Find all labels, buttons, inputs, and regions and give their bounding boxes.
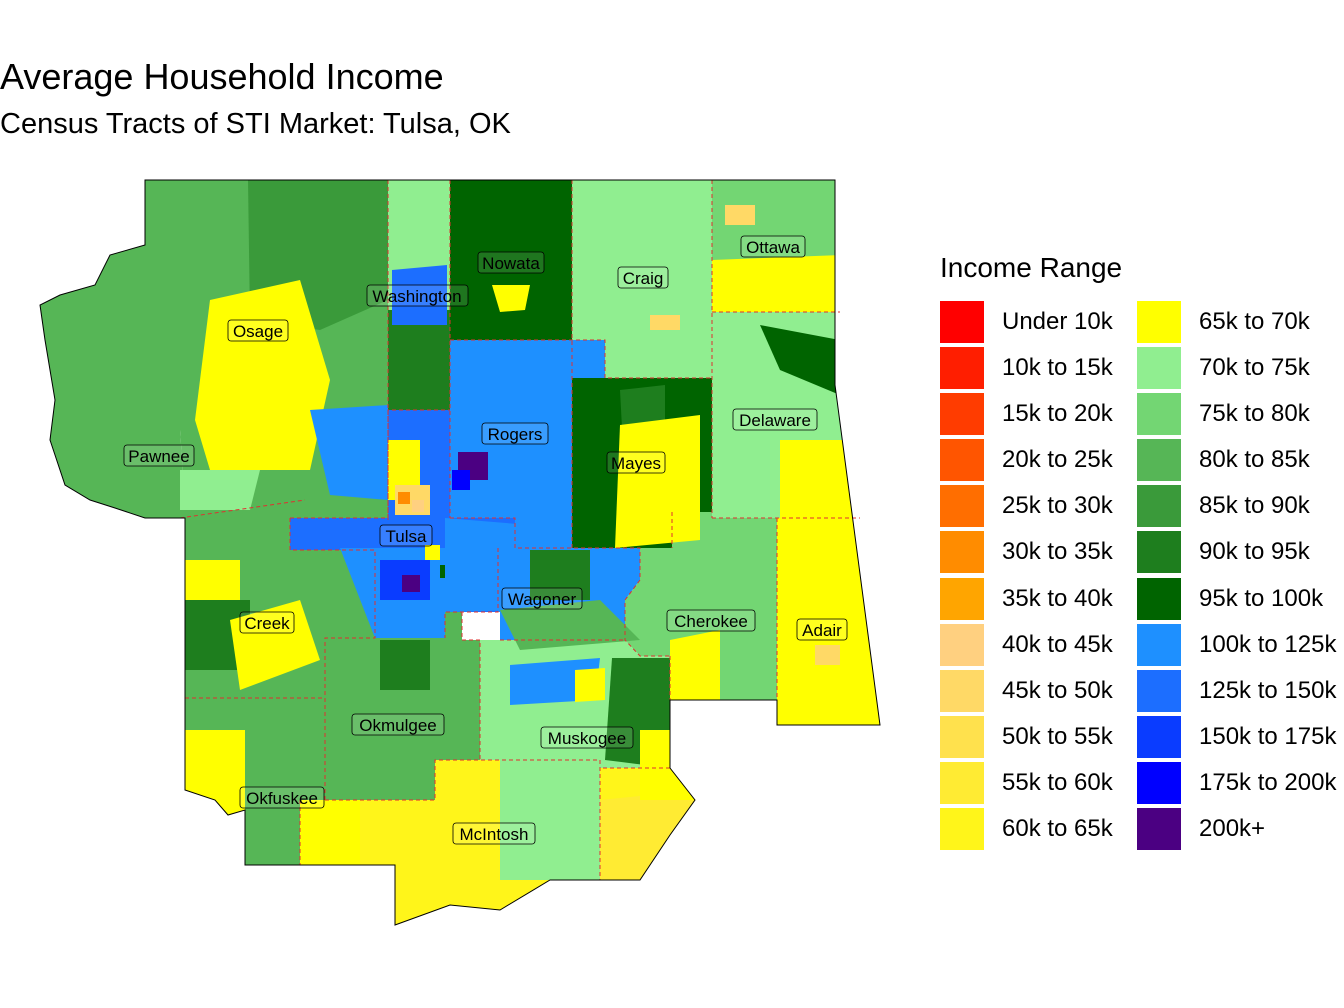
svg-text:Muskogee: Muskogee (548, 729, 626, 748)
svg-text:Pawnee: Pawnee (128, 447, 189, 466)
legend-swatch (1137, 761, 1181, 804)
legend-label: 40k to 45k (1002, 630, 1113, 658)
legend-label: 150k to 175k (1199, 722, 1337, 750)
legend-swatch (940, 485, 984, 528)
svg-text:Wagoner: Wagoner (508, 590, 577, 609)
county-okmulgee[interactable] (325, 612, 480, 800)
legend-swatch (940, 808, 984, 851)
legend-swatch (940, 347, 984, 390)
legend-label: 60k to 65k (1002, 815, 1113, 843)
svg-text:Mayes: Mayes (611, 454, 661, 473)
legend-label: 90k to 95k (1199, 538, 1310, 566)
legend-swatch (1137, 347, 1181, 390)
legend-label: 100k to 125k (1199, 630, 1337, 658)
legend-swatch (940, 577, 984, 620)
legend-swatch (940, 623, 984, 666)
svg-text:Tulsa: Tulsa (386, 527, 427, 546)
svg-text:Delaware: Delaware (739, 411, 811, 430)
legend-label: 10k to 15k (1002, 354, 1113, 382)
legend-label: 35k to 40k (1002, 584, 1113, 612)
county-label-ottawa: Ottawa (740, 235, 806, 258)
tract-details (180, 180, 860, 880)
legend-swatch (1137, 485, 1181, 528)
legend-label: 55k to 60k (1002, 768, 1113, 796)
svg-text:Osage: Osage (233, 322, 283, 341)
legend-swatch (940, 531, 984, 574)
market-outline (39, 179, 881, 926)
county-label-mayes: Mayes (606, 451, 666, 474)
county-adair[interactable] (777, 518, 885, 730)
legend-label: 125k to 150k (1199, 676, 1337, 704)
svg-text:Craig: Craig (623, 269, 664, 288)
legend-label: 25k to 30k (1002, 492, 1113, 520)
county-label-creek: Creek (239, 611, 295, 634)
legend-swatch (940, 301, 984, 343)
svg-text:Washington: Washington (372, 287, 461, 306)
legend-label: 85k to 90k (1199, 492, 1310, 520)
chart-subtitle: Census Tracts of STI Market: Tulsa, OK (0, 108, 511, 140)
county-label-adair: Adair (796, 618, 848, 641)
county-label-cherokee: Cherokee (666, 609, 756, 632)
legend-swatch (940, 393, 984, 436)
county-label-tulsa: Tulsa (379, 524, 433, 547)
county-pawnee[interactable] (30, 430, 305, 520)
legend-swatch (1137, 577, 1181, 620)
county-label-nowata: Nowata (477, 251, 545, 274)
county-label-rogers: Rogers (481, 422, 549, 445)
legend-swatch (940, 761, 984, 804)
county-label-okfuskee: Okfuskee (239, 786, 325, 809)
county-label-delaware: Delaware (732, 408, 818, 431)
legend-swatch (1137, 623, 1181, 666)
county-label-washington: Washington (366, 284, 469, 307)
county-label-okmulgee: Okmulgee (351, 713, 445, 736)
legend-swatch (1137, 393, 1181, 436)
svg-text:Adair: Adair (802, 621, 842, 640)
legend-swatch (940, 669, 984, 712)
legend-swatch (1137, 669, 1181, 712)
svg-text:Okfuskee: Okfuskee (246, 789, 318, 808)
legend-label: 175k to 200k (1199, 768, 1337, 796)
legend-label: 80k to 85k (1199, 446, 1310, 474)
svg-text:Cherokee: Cherokee (674, 612, 748, 631)
legend-label: 45k to 50k (1002, 676, 1113, 704)
legend-swatch (1137, 808, 1181, 851)
county-label-osage: Osage (227, 319, 289, 342)
county-cherokee[interactable] (625, 512, 777, 700)
county-label-wagoner: Wagoner (501, 587, 583, 610)
legend-label: 95k to 100k (1199, 584, 1324, 612)
legend-swatch (1137, 715, 1181, 758)
legend-label: Under 10k (1002, 308, 1113, 335)
legend-label: 200k+ (1199, 815, 1266, 843)
legend-label: 15k to 20k (1002, 400, 1113, 428)
county-label-muskogee: Muskogee (540, 726, 634, 749)
legend-label: 50k to 55k (1002, 722, 1113, 750)
legend-swatch (940, 715, 984, 758)
svg-text:Ottawa: Ottawa (746, 238, 800, 257)
chart-title: Average Household Income (0, 56, 444, 97)
svg-text:McIntosh: McIntosh (460, 825, 529, 844)
svg-text:Okmulgee: Okmulgee (359, 716, 436, 735)
svg-text:Nowata: Nowata (482, 254, 540, 273)
legend-swatch (1137, 301, 1181, 343)
county-label-pawnee: Pawnee (123, 444, 195, 467)
legend-swatch (940, 439, 984, 482)
svg-text:Creek: Creek (244, 614, 290, 633)
legend-swatch (1137, 531, 1181, 574)
county-borders (179, 180, 860, 880)
legend-label: 65k to 70k (1199, 308, 1310, 335)
county-labels: Osage Washington Nowata Craig Ottawa Paw… (123, 235, 848, 845)
legend-label: 75k to 80k (1199, 400, 1310, 428)
legend-label: 70k to 75k (1199, 354, 1310, 382)
county-label-mcintosh: McIntosh (452, 822, 536, 845)
legend-label: 30k to 35k (1002, 538, 1113, 566)
county-label-craig: Craig (617, 266, 669, 289)
legend-swatch (1137, 439, 1181, 482)
choropleth-map: Osage Washington Nowata Craig Ottawa Paw… (30, 179, 885, 926)
svg-text:Rogers: Rogers (488, 425, 543, 444)
legend-label: 20k to 25k (1002, 446, 1113, 474)
legend-title: Income Range (940, 252, 1123, 283)
